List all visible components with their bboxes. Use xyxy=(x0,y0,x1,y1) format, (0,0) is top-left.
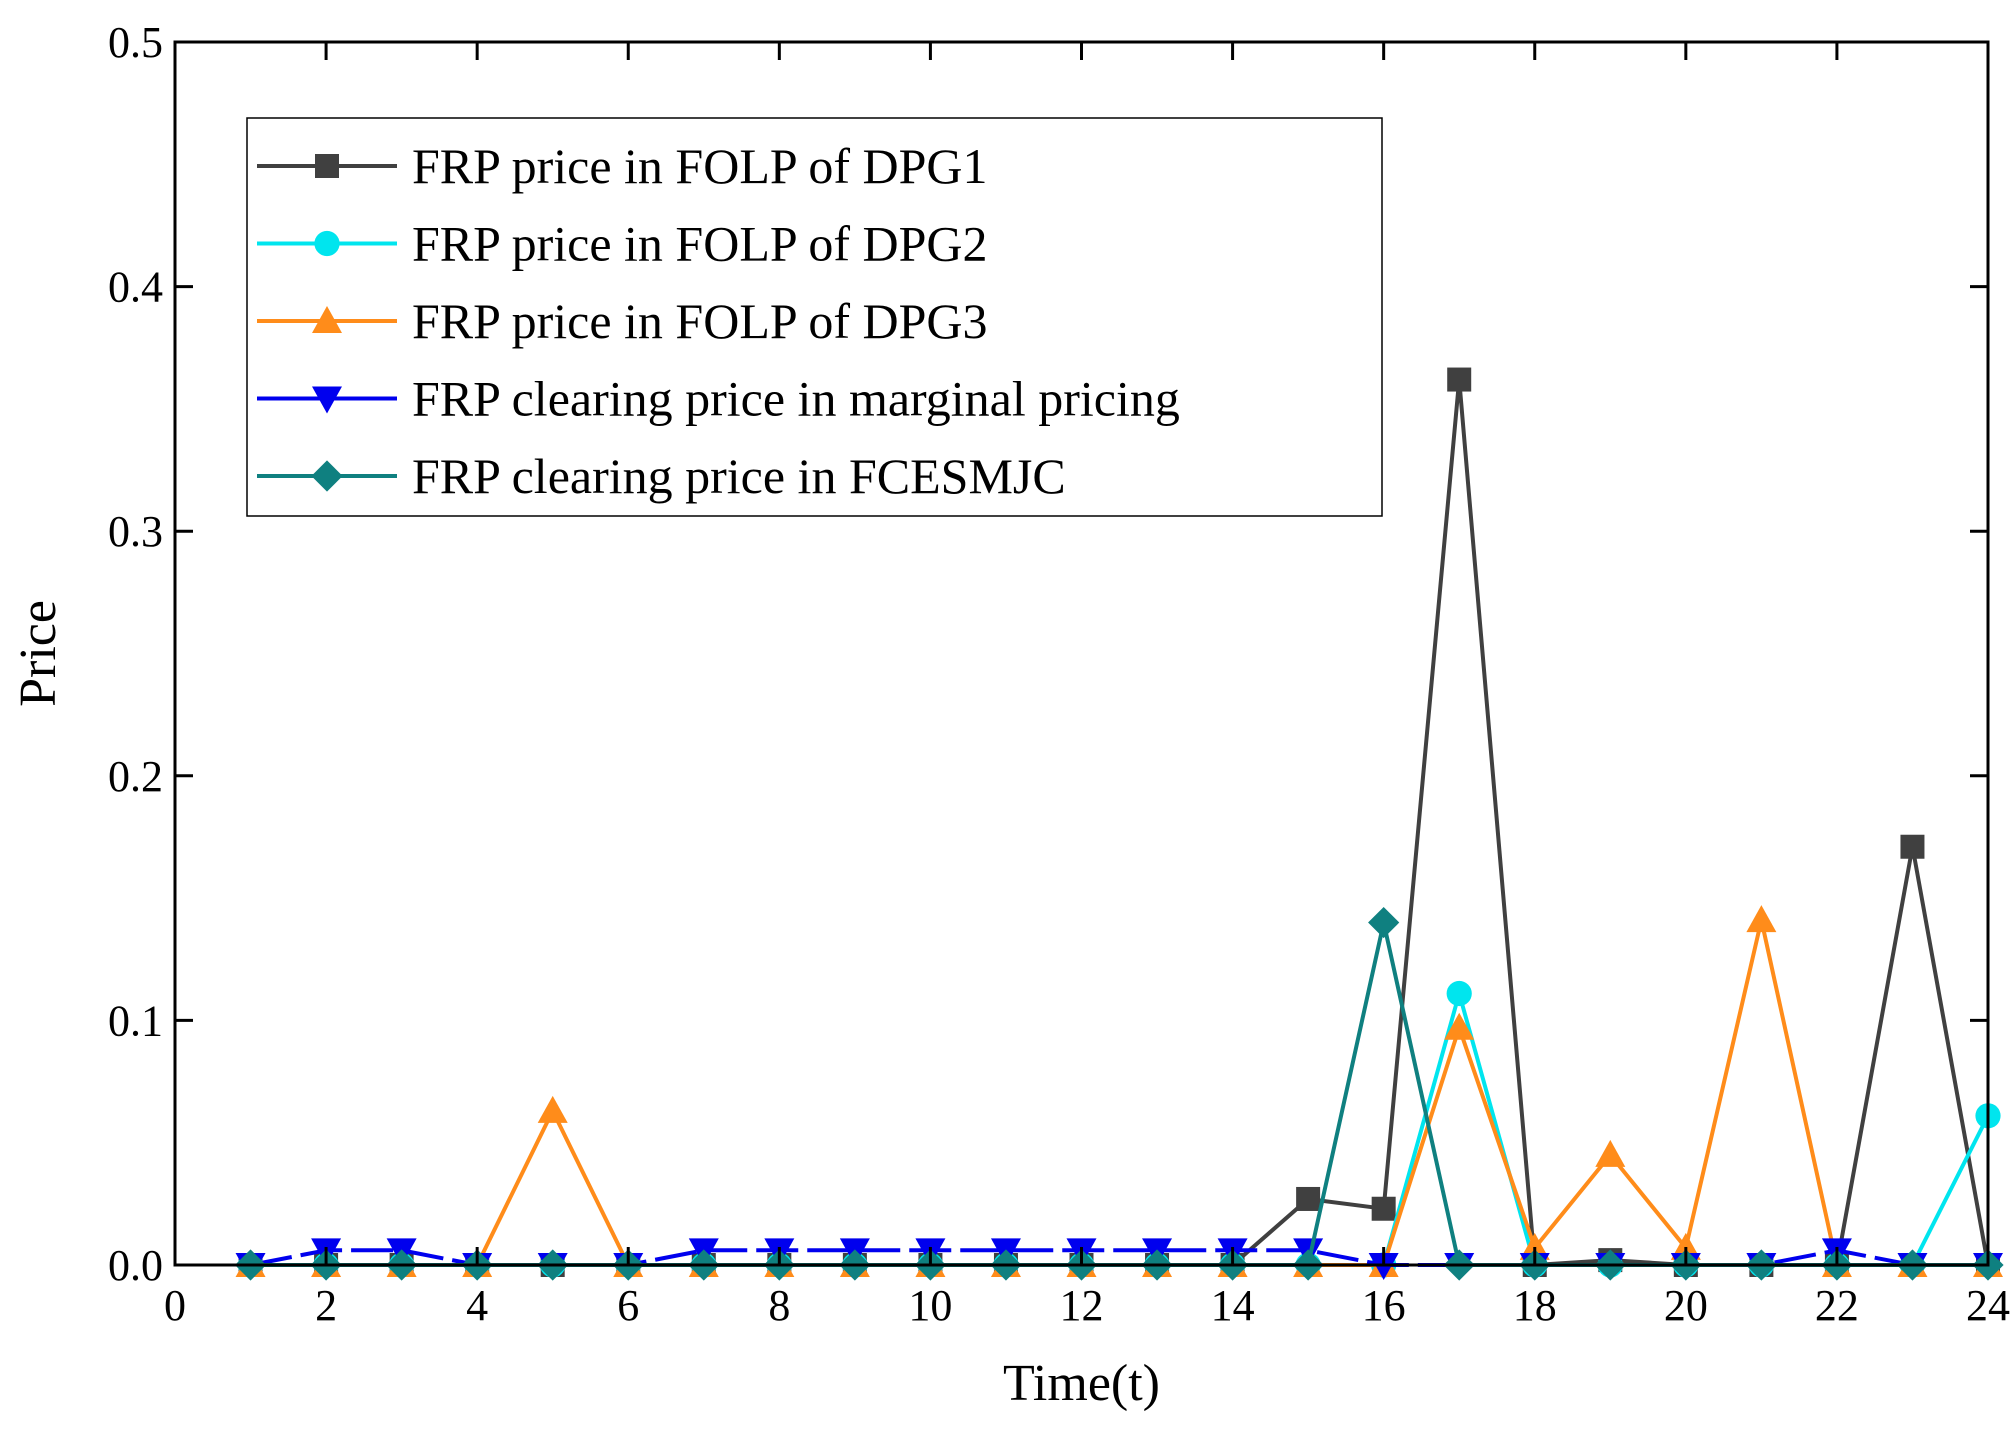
series-3-point xyxy=(1595,1139,1626,1167)
series-3-point xyxy=(1444,1012,1475,1040)
x-tick-label: 10 xyxy=(908,1281,952,1330)
axis-layer: 0 2 4 6 8 10 12 14 16 18 20 22 240.00.10.20.30.40.5 xyxy=(108,18,2010,1330)
series-1-point xyxy=(1900,834,1925,859)
y-tick-label: 0.1 xyxy=(108,996,163,1045)
legend: FRP price in FOLP of DPG1 FRP price in FO… xyxy=(246,117,1383,517)
x-tick-label: 0 xyxy=(164,1281,186,1330)
series-3 xyxy=(235,905,2003,1277)
y-tick-label: 0.0 xyxy=(108,1241,163,1290)
legend-label: FRP price in FOLP of DPG2 xyxy=(412,216,988,272)
legend-marker xyxy=(312,386,342,414)
legend-item-5: FRP clearing price in FCESMJC xyxy=(257,448,1066,504)
series-3-point xyxy=(1746,905,1777,933)
legend-label: FRP price in FOLP of DPG1 xyxy=(412,138,988,194)
legend-label: FRP price in FOLP of DPG3 xyxy=(412,293,988,349)
legend-box xyxy=(246,117,1383,517)
y-tick-label: 0.5 xyxy=(108,18,163,67)
x-axis-label: Time(t) xyxy=(1003,1355,1160,1412)
x-tick-label: 14 xyxy=(1211,1281,1255,1330)
x-tick-label: 24 xyxy=(1966,1281,2010,1330)
series-2-point xyxy=(1446,980,1472,1007)
series-5 xyxy=(234,906,2004,1281)
series-4 xyxy=(235,1238,2003,1280)
legend-marker xyxy=(314,230,340,257)
x-tick-label: 12 xyxy=(1060,1281,1104,1330)
series-2-line xyxy=(250,991,1990,1267)
legend-item-4: FRP clearing price in marginal pricing xyxy=(257,371,1180,427)
y-axis-label: Price xyxy=(10,600,67,707)
legend-item-1: FRP price in FOLP of DPG1 xyxy=(257,138,988,194)
x-tick-label: 2 xyxy=(315,1281,337,1330)
legend-item-2: FRP price in FOLP of DPG2 xyxy=(257,216,988,272)
x-tick-label: 18 xyxy=(1513,1281,1557,1330)
legend-marker xyxy=(311,460,343,492)
legend-item-3: FRP price in FOLP of DPG3 xyxy=(257,293,988,349)
series-1-point xyxy=(1296,1186,1321,1211)
series-1-point xyxy=(1447,367,1472,392)
legend-label: FRP clearing price in marginal pricing xyxy=(412,371,1180,427)
series-4-line xyxy=(250,1248,1988,1267)
series-5-point xyxy=(1368,906,1400,939)
y-tick-label: 0.3 xyxy=(108,507,163,556)
series-3-point xyxy=(537,1095,568,1123)
series-5-line xyxy=(250,920,1988,1267)
series-3-line xyxy=(250,918,1988,1267)
y-tick-label: 0.4 xyxy=(108,263,163,312)
x-tick-label: 16 xyxy=(1362,1281,1406,1330)
x-tick-label: 8 xyxy=(768,1281,790,1330)
x-tick-label: 6 xyxy=(617,1281,639,1330)
y-tick-label: 0.2 xyxy=(108,752,163,801)
x-tick-label: 22 xyxy=(1815,1281,1859,1330)
x-tick-label: 4 xyxy=(466,1281,488,1330)
legend-marker xyxy=(312,306,342,333)
x-tick-label: 20 xyxy=(1664,1281,1708,1330)
legend-label: FRP clearing price in FCESMJC xyxy=(412,448,1066,504)
series-1-point xyxy=(1371,1196,1396,1221)
legend-marker xyxy=(315,154,339,178)
